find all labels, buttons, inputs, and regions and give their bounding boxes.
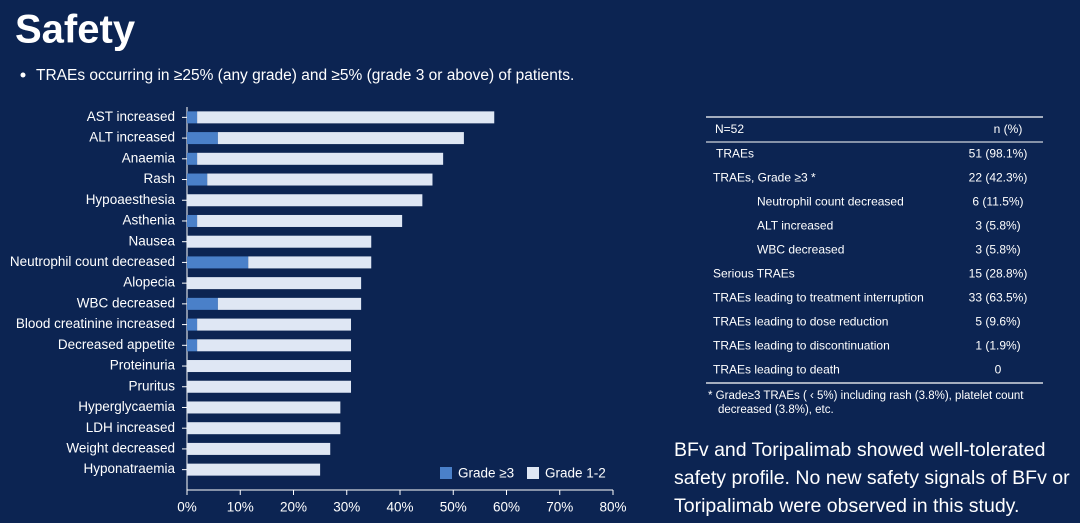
bar-segment [187, 339, 198, 352]
y-tick-label: Nausea [128, 233, 175, 248]
table-cell: TRAEs leading to treatment interruption [713, 291, 924, 305]
x-tick-label: 40% [386, 500, 413, 515]
y-tick-label: Asthenia [122, 213, 175, 228]
table-cell: 1 (1.9%) [975, 339, 1020, 353]
x-tick-label: 30% [333, 500, 360, 515]
y-tick-label: Hyperglycaemia [78, 399, 175, 414]
table-cell: 51 (98.1%) [969, 147, 1028, 161]
bar-segment [187, 442, 331, 455]
x-tick-label: 50% [440, 500, 467, 515]
bar-segment [187, 297, 218, 310]
bullet-text: TRAEs occurring in ≥25% (any grade) and … [36, 67, 574, 84]
y-tick-label: Neutrophil count decreased [10, 254, 175, 269]
bar-segment [187, 380, 352, 393]
y-tick-label: LDH increased [86, 420, 175, 435]
table-header: N=52 [715, 122, 744, 136]
bar-segment [197, 214, 403, 227]
table-cell: 22 (42.3%) [969, 171, 1028, 185]
table-cell: 5 (9.6%) [975, 315, 1020, 329]
bar-segment [187, 132, 218, 145]
y-tick-label: AST increased [87, 109, 175, 124]
table-cell: 3 (5.8%) [975, 243, 1020, 257]
y-tick-label: Hyponatraemia [83, 461, 175, 476]
table-cell: TRAEs leading to dose reduction [713, 315, 888, 329]
table-cell: ALT increased [757, 219, 833, 233]
bar-segment [187, 214, 198, 227]
y-tick-label: Rash [143, 171, 175, 186]
table-cell: TRAEs [716, 147, 754, 161]
bar-segment [207, 173, 433, 186]
table-header: n (%) [994, 122, 1023, 136]
y-tick-label: ALT increased [89, 130, 175, 145]
conclusion-text: safety profile. No new safety signals of… [674, 467, 1070, 489]
table-cell: TRAEs leading to discontinuation [713, 339, 890, 353]
table-cell: 3 (5.8%) [975, 219, 1020, 233]
x-tick-label: 10% [227, 500, 254, 515]
bar-segment [197, 318, 352, 331]
bar-segment [187, 111, 198, 124]
bar-segment [197, 339, 352, 352]
table-cell: 0 [995, 363, 1002, 377]
legend-label: Grade ≥3 [458, 466, 514, 481]
legend-swatch [527, 467, 539, 479]
bar-segment [187, 235, 372, 248]
x-tick-label: 70% [546, 500, 573, 515]
table-cell: TRAEs, Grade ≥3 * [713, 171, 816, 185]
footnote: decreased (3.8%), etc. [718, 404, 834, 416]
bar-segment [248, 256, 372, 269]
bullet-dot [20, 72, 26, 78]
conclusion-text: BFv and Toripalimab showed well-tolerate… [674, 439, 1045, 461]
y-tick-label: Weight decreased [66, 440, 175, 455]
bar-segment [187, 256, 249, 269]
bar-segment [187, 463, 321, 476]
y-tick-label: Pruritus [128, 378, 175, 393]
table-cell: 15 (28.8%) [969, 267, 1028, 281]
table-cell: 33 (63.5%) [969, 291, 1028, 305]
table-cell: Neutrophil count decreased [757, 195, 904, 209]
bar-segment [217, 297, 362, 310]
legend-swatch [440, 467, 452, 479]
bar-segment [197, 152, 444, 165]
bar-segment [187, 422, 341, 435]
bar-segment [187, 360, 352, 373]
bar-segment [187, 152, 198, 165]
bar-segment [187, 277, 362, 290]
x-tick-label: 0% [177, 500, 197, 515]
y-tick-label: Blood creatinine increased [16, 316, 175, 331]
x-tick-label: 60% [493, 500, 520, 515]
table-cell: TRAEs leading to death [713, 363, 840, 377]
bar-segment [187, 318, 198, 331]
x-tick-label: 20% [280, 500, 307, 515]
table-cell: WBC decreased [757, 243, 844, 257]
y-tick-label: Decreased appetite [58, 337, 175, 352]
y-tick-label: WBC decreased [77, 295, 175, 310]
footnote: * Grade≥3 TRAEs ( ‹ 5%) including rash (… [708, 390, 1024, 402]
bar-segment [187, 173, 208, 186]
y-tick-label: Anaemia [122, 150, 176, 165]
table-cell: 6 (11.5%) [972, 195, 1023, 209]
bar-segment [187, 194, 423, 207]
y-tick-label: Hypoaesthesia [86, 192, 176, 207]
bar-segment [217, 132, 464, 145]
bar-segment [187, 401, 341, 414]
table-cell: Serious TRAEs [713, 267, 795, 281]
y-tick-label: Alopecia [123, 275, 175, 290]
x-tick-label: 80% [599, 500, 626, 515]
conclusion-text: Toripalimab were observed in this study. [674, 495, 1019, 517]
bar-segment [197, 111, 495, 124]
legend-label: Grade 1-2 [545, 466, 606, 481]
slide-title: Safety [15, 8, 136, 52]
y-tick-label: Proteinuria [110, 358, 176, 373]
